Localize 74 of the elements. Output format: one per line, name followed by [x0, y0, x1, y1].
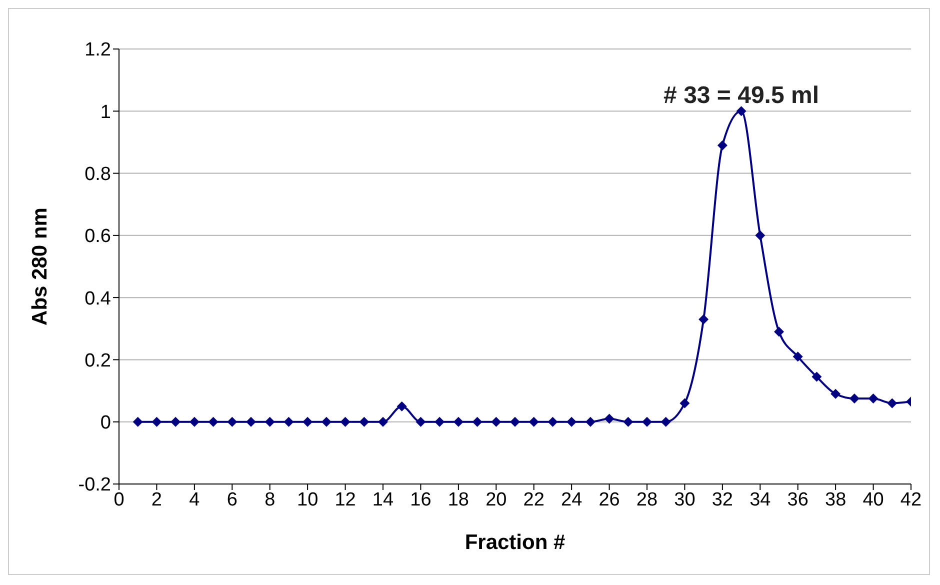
y-tick-label: 0	[100, 412, 111, 434]
point	[830, 388, 841, 399]
point	[510, 416, 520, 427]
point	[246, 416, 256, 427]
y-tick-label: 0.2	[84, 350, 111, 372]
x-tick-label: 28	[636, 489, 658, 510]
point	[321, 416, 332, 427]
point	[755, 230, 766, 240]
point	[170, 416, 181, 427]
point	[528, 416, 539, 427]
x-tick-label: 34	[750, 489, 772, 510]
point	[453, 416, 464, 427]
point	[717, 140, 728, 150]
y-tick-label: 0.6	[84, 226, 111, 248]
point	[680, 398, 690, 408]
x-tick-label: 20	[486, 489, 507, 510]
point	[642, 416, 652, 427]
annotation: # 33 = 49.5 ml	[664, 82, 820, 110]
x-tick-label: 36	[787, 489, 808, 510]
x-tick-label: 2	[151, 489, 162, 510]
x-tick-label: 10	[297, 489, 318, 510]
point	[849, 394, 860, 404]
point	[378, 416, 388, 427]
point	[887, 398, 898, 408]
point	[812, 372, 822, 382]
point	[774, 326, 784, 337]
point	[152, 416, 162, 427]
point	[660, 416, 671, 427]
point	[264, 416, 275, 427]
point	[868, 394, 878, 404]
x-tick-label: 16	[410, 489, 432, 510]
y-tick-label: 0.8	[84, 164, 111, 186]
x-tick-label: 26	[598, 489, 620, 510]
point	[736, 106, 746, 116]
point	[623, 416, 634, 427]
point	[472, 416, 482, 427]
point	[302, 416, 313, 427]
point	[227, 416, 238, 427]
x-axis-title: Fraction #	[464, 531, 566, 554]
x-tick-label: 32	[712, 489, 733, 510]
point	[585, 416, 596, 427]
point	[548, 416, 558, 427]
point	[132, 416, 143, 427]
y-tick-label: 1.2	[84, 40, 111, 61]
x-tick-label: 42	[900, 489, 922, 510]
point	[698, 314, 709, 324]
point	[792, 352, 803, 362]
point	[491, 416, 502, 427]
point	[396, 401, 407, 412]
x-tick-label: 38	[825, 489, 846, 510]
x-tick-label: 14	[372, 489, 394, 510]
y-axis-title: Abs 280 nm	[28, 208, 52, 326]
x-tick-label: 22	[523, 489, 544, 510]
x-tick-label: 18	[448, 489, 469, 510]
point	[416, 416, 426, 427]
point	[434, 416, 445, 427]
y-tick-label: -0.2	[78, 474, 111, 496]
x-tick-label: 4	[189, 489, 200, 510]
y-tick-label: 0.4	[84, 288, 112, 310]
point	[189, 416, 200, 427]
point	[566, 416, 577, 427]
x-tick-label: 8	[264, 489, 276, 510]
point	[359, 416, 370, 427]
x-tick-label: 12	[334, 489, 356, 510]
x-tick-label: 24	[561, 489, 583, 510]
x-tick-label: 6	[226, 489, 238, 510]
x-tick-label: 30	[674, 489, 696, 510]
point	[208, 416, 218, 427]
y-tick-label: 1	[100, 102, 111, 123]
x-tick-label: 40	[862, 489, 884, 510]
x-tick-label: 0	[114, 489, 124, 510]
point	[284, 416, 294, 427]
point	[604, 414, 614, 424]
point	[340, 416, 350, 427]
